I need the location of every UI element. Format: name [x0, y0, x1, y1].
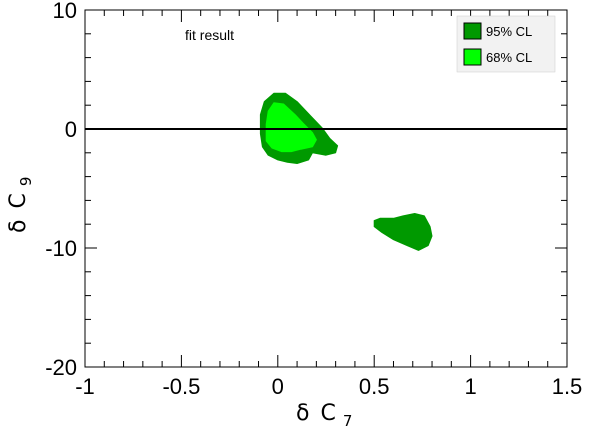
y-axis-label-main: C	[6, 193, 31, 208]
x-tick-label: 1	[464, 374, 476, 399]
svg-text:δ C 7: δ C 7	[296, 401, 352, 430]
x-tick-label: -0.5	[162, 374, 200, 399]
y-tick-label: 0	[65, 117, 77, 142]
confidence-regions	[259, 92, 433, 251]
legend-swatch-95	[463, 22, 482, 40]
legend-label-68: 68% CL	[486, 50, 532, 65]
axis-ticks	[84, 9, 568, 368]
y-axis-label-sub: 9	[17, 177, 35, 187]
plot-frame	[84, 9, 568, 368]
y-tick-label: 10	[53, 0, 77, 23]
region-95cl-1	[373, 213, 433, 251]
y-axis-label: δ C 9	[6, 177, 35, 233]
x-tick-label: 1.5	[552, 374, 583, 399]
region-68cl-2	[265, 102, 317, 153]
x-axis-label: δ C 7	[296, 401, 352, 430]
x-tick-label: 0.5	[359, 374, 390, 399]
tick-labels: -1 -0.5 0 0.5 1 1.5 -20 -10 0 10	[45, 0, 582, 399]
y-tick-label: -20	[45, 355, 77, 380]
y-tick-label: -10	[45, 236, 77, 261]
x-axis-label-symbol: δ	[296, 401, 309, 426]
x-axis-label-main: C	[320, 401, 335, 426]
annotation-fit-result: fit result	[185, 27, 234, 43]
y-axis-label-symbol: δ	[6, 220, 31, 233]
legend-swatch-68	[463, 48, 482, 66]
x-axis-label-sub: 7	[343, 412, 353, 430]
legend-label-95: 95% CL	[486, 24, 532, 39]
x-tick-label: -1	[75, 374, 95, 399]
x-tick-label: 0	[272, 374, 284, 399]
svg-text:δ C 9: δ C 9	[6, 177, 35, 233]
legend: 95% CL 68% CL	[456, 15, 556, 73]
